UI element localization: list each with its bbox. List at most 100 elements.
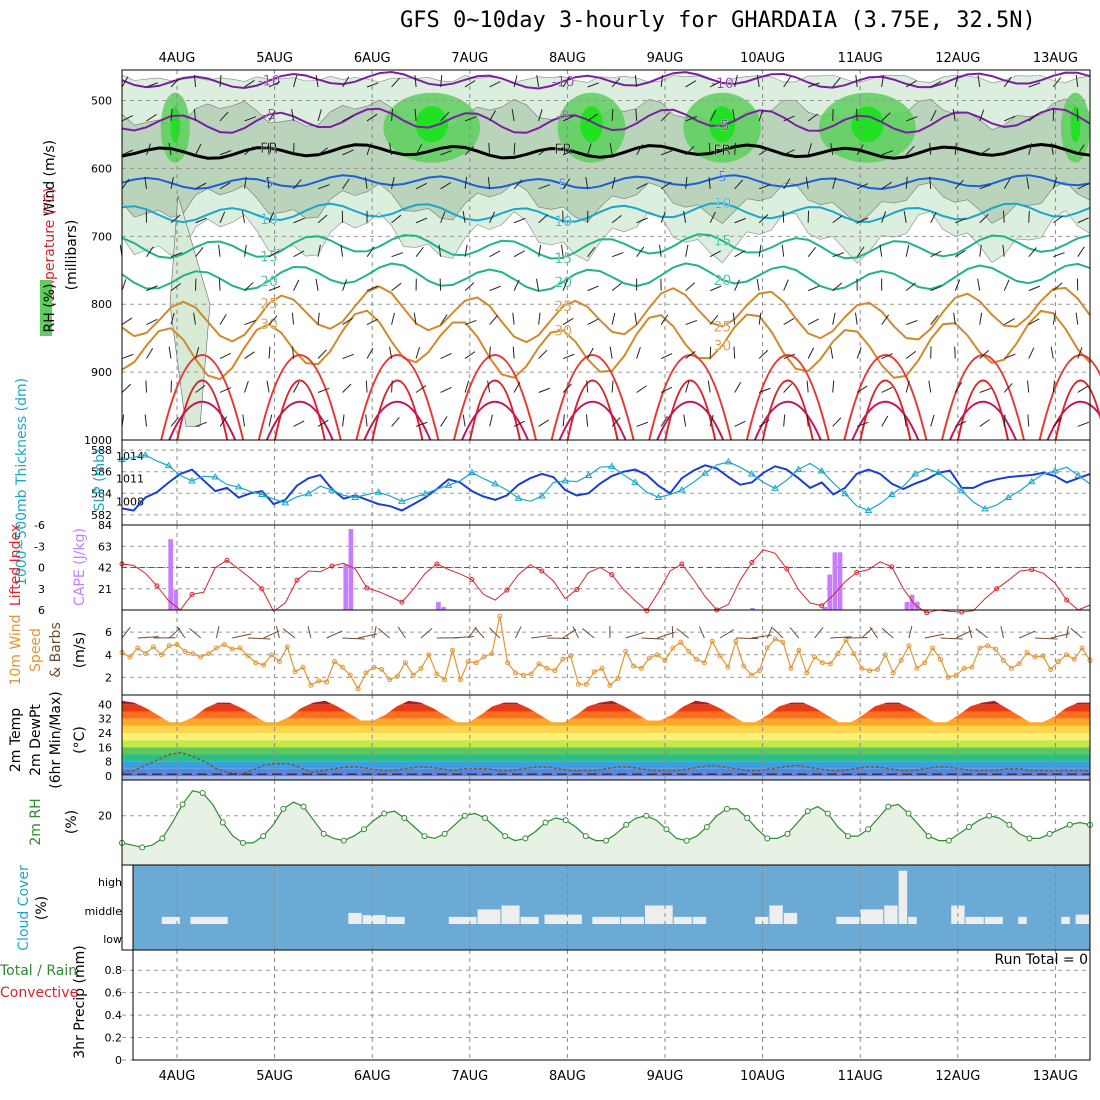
ylabel-precip: 3hr Precip (mm): [72, 945, 88, 1058]
wind-speed-marker: [670, 645, 676, 651]
barb: [832, 417, 842, 427]
wind-speed-marker: [764, 645, 770, 651]
barb: [389, 346, 393, 359]
wind-speed-marker: [827, 661, 833, 667]
barb: [830, 142, 834, 155]
ytick-slp: 1008: [116, 495, 144, 508]
barb: [538, 419, 549, 427]
barb: [266, 380, 270, 393]
warm-arch: [843, 354, 928, 441]
wind-speed-marker: [1008, 665, 1014, 671]
wind-speed-marker: [812, 654, 818, 660]
barb: [930, 285, 942, 292]
isotherm-label: 25: [260, 296, 278, 312]
barb: [536, 278, 540, 291]
isotherm-line: [121, 70, 1091, 90]
barb: [121, 279, 127, 291]
warm-arch: [745, 354, 830, 441]
barb: [513, 420, 526, 427]
wind-speed-marker: [465, 659, 471, 665]
barb: [832, 177, 837, 189]
barb: [391, 312, 395, 325]
barb: [146, 347, 154, 359]
barb: [783, 383, 793, 393]
rh-marker: [199, 790, 206, 797]
barb: [415, 144, 423, 156]
barb: [268, 110, 276, 122]
ytick-li: 6: [38, 604, 45, 617]
wind-speed-marker: [245, 653, 251, 659]
isotherm-line: [121, 262, 1091, 293]
temp-band: [122, 754, 1090, 762]
barb: [219, 352, 232, 359]
temp-band: [122, 704, 1090, 712]
ytick-pressure: 800: [91, 298, 112, 311]
wind-speed-marker: [127, 654, 133, 660]
wind-speed-marker: [1071, 656, 1077, 662]
barb: [979, 387, 992, 393]
rh-patch-core: [709, 106, 736, 143]
barb: [438, 244, 442, 257]
wind-speed-marker: [945, 674, 951, 680]
ytick-li: -6: [34, 519, 45, 532]
cape-bar: [837, 552, 843, 610]
cape-bar: [441, 606, 446, 610]
panel-thickness-frame: [121, 439, 1091, 526]
surface-barb: [940, 637, 963, 640]
rh-marker: [361, 826, 367, 833]
barb: [1003, 76, 1012, 88]
barb: [342, 414, 345, 427]
li-marker: [259, 586, 265, 592]
barb: [291, 312, 295, 325]
barb: [538, 147, 549, 156]
rh-patch-core: [415, 106, 448, 143]
barb: [464, 116, 477, 122]
slp-marker: [351, 493, 360, 501]
barb: [146, 143, 152, 156]
barb: [391, 416, 400, 427]
date-label-bottom: 9AUG: [647, 1069, 684, 1084]
wind-speed-marker: [324, 679, 330, 685]
surface-barb: [814, 627, 824, 639]
slp-marker: [374, 488, 383, 495]
warm-arch: [273, 379, 326, 441]
cloud-block: [836, 916, 860, 924]
rh-marker: [542, 819, 549, 826]
barb: [391, 214, 402, 224]
rh-patch-core: [580, 106, 603, 143]
barb: [1077, 183, 1089, 190]
cloud-block: [621, 916, 644, 924]
barb: [979, 350, 989, 359]
rh-marker: [764, 835, 771, 842]
barb: [317, 419, 329, 427]
cape-bar: [343, 564, 349, 610]
li-marker: [504, 587, 510, 593]
barb: [881, 112, 891, 122]
cape-bar: [168, 539, 173, 610]
warm-arch: [1054, 379, 1100, 441]
slp-marker: [817, 467, 826, 474]
barb: [342, 317, 353, 326]
isotherm-label: 5: [718, 169, 727, 185]
barb: [293, 420, 305, 427]
warm-arch: [371, 379, 424, 441]
barb: [611, 312, 616, 325]
slp-marker: [328, 485, 336, 493]
barb: [146, 285, 158, 292]
li-line: [121, 549, 1091, 614]
barb: [244, 282, 254, 292]
slp-marker: [398, 497, 406, 504]
ytick-thickness: 582: [91, 509, 112, 522]
barb: [391, 108, 394, 121]
rh-marker: [905, 810, 912, 817]
barb: [660, 314, 669, 325]
li-marker: [294, 577, 300, 583]
ylabel-wind-10m: 10m Wind: [8, 614, 24, 685]
barb: [1028, 247, 1037, 258]
barb: [660, 211, 666, 223]
rh-marker: [623, 821, 630, 828]
wind-speed-marker: [505, 660, 511, 666]
barb: [440, 150, 452, 156]
wind-speed-marker: [1048, 666, 1054, 672]
barb: [758, 147, 770, 156]
